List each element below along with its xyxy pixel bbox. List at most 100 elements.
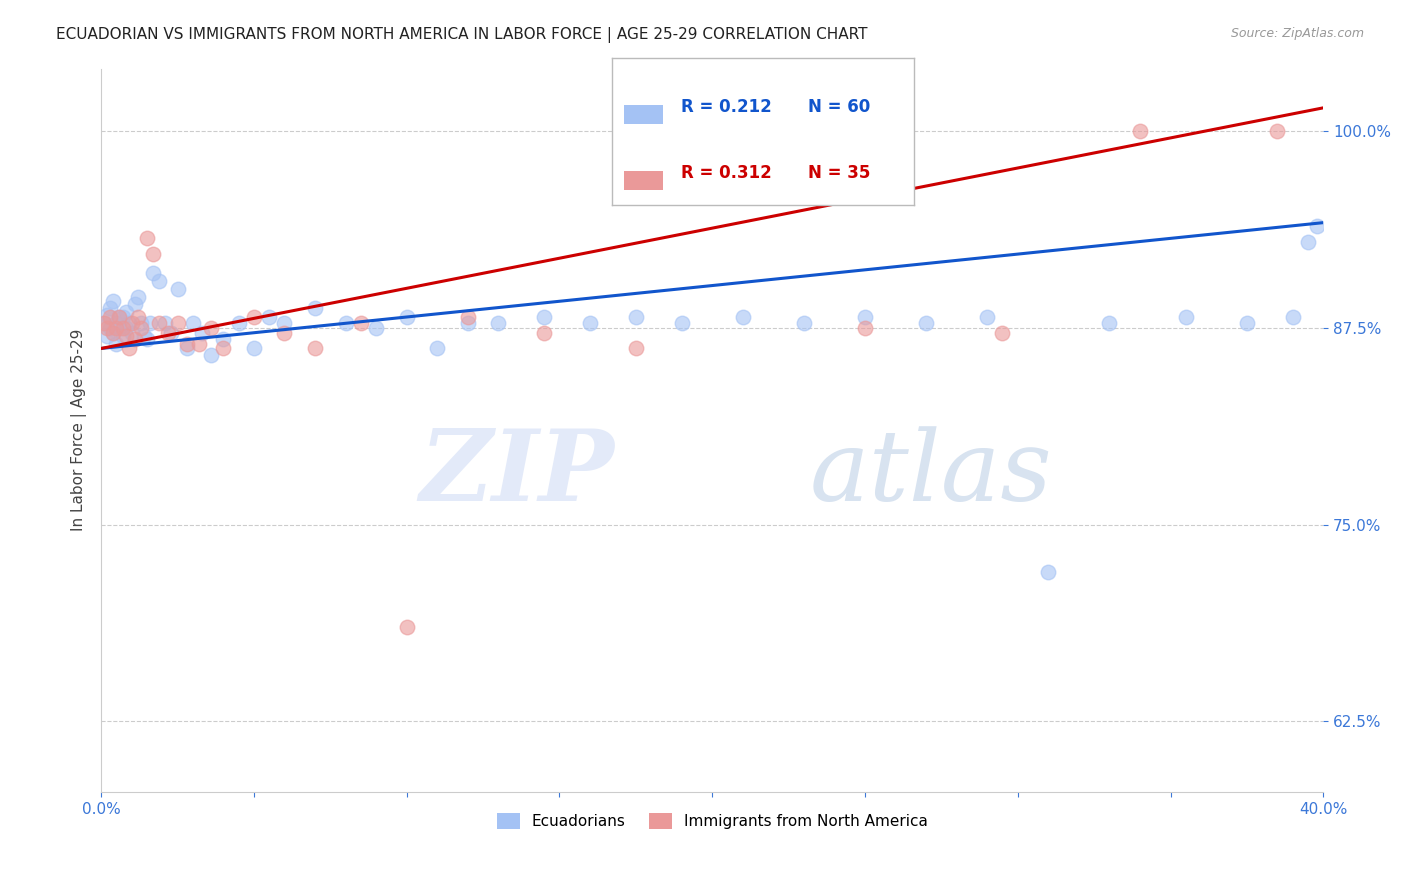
- Point: [166, 282, 188, 296]
- Point: [395, 620, 418, 634]
- Point: [124, 332, 146, 346]
- Point: [853, 321, 876, 335]
- Point: [98, 310, 121, 324]
- Point: [486, 316, 509, 330]
- Text: ECUADORIAN VS IMMIGRANTS FROM NORTH AMERICA IN LABOR FORCE | AGE 25-29 CORRELATI: ECUADORIAN VS IMMIGRANTS FROM NORTH AMER…: [56, 27, 868, 43]
- Point: [200, 321, 222, 335]
- Point: [155, 316, 177, 330]
- Point: [93, 316, 115, 330]
- Point: [129, 316, 152, 330]
- Point: [533, 310, 555, 324]
- Point: [114, 329, 136, 343]
- Point: [624, 310, 647, 324]
- Point: [121, 326, 143, 340]
- Text: Source: ZipAtlas.com: Source: ZipAtlas.com: [1230, 27, 1364, 40]
- Legend: Ecuadorians, Immigrants from North America: Ecuadorians, Immigrants from North Ameri…: [491, 806, 934, 835]
- Point: [176, 336, 198, 351]
- Text: atlas: atlas: [810, 426, 1053, 521]
- Point: [96, 321, 118, 335]
- Point: [624, 342, 647, 356]
- Point: [1267, 124, 1289, 138]
- Point: [915, 316, 938, 330]
- Point: [96, 329, 118, 343]
- Point: [1038, 565, 1060, 579]
- Text: R = 0.212: R = 0.212: [681, 97, 772, 116]
- Point: [157, 326, 180, 340]
- Text: N = 60: N = 60: [808, 97, 870, 116]
- Point: [93, 316, 115, 330]
- Point: [1306, 219, 1329, 233]
- Point: [103, 294, 125, 309]
- Point: [105, 336, 128, 351]
- Point: [108, 310, 131, 324]
- Point: [1296, 235, 1319, 249]
- Point: [304, 301, 326, 315]
- Point: [457, 310, 479, 324]
- Point: [304, 342, 326, 356]
- Point: [257, 310, 280, 324]
- Point: [1174, 310, 1197, 324]
- Point: [139, 316, 162, 330]
- Point: [127, 310, 149, 324]
- Point: [98, 321, 121, 335]
- Point: [273, 326, 295, 340]
- Point: [105, 316, 128, 330]
- Point: [127, 289, 149, 303]
- Point: [103, 326, 125, 340]
- Point: [96, 309, 118, 323]
- Point: [108, 310, 131, 324]
- Point: [976, 310, 998, 324]
- Point: [533, 326, 555, 340]
- Point: [243, 342, 266, 356]
- Point: [853, 310, 876, 324]
- Point: [426, 342, 449, 356]
- Point: [117, 342, 139, 356]
- Point: [124, 297, 146, 311]
- Point: [228, 316, 250, 330]
- Point: [105, 321, 128, 335]
- Point: [114, 305, 136, 319]
- Point: [366, 321, 388, 335]
- Point: [731, 310, 754, 324]
- Point: [132, 329, 155, 343]
- Text: ZIP: ZIP: [419, 425, 614, 522]
- Point: [731, 797, 754, 812]
- Point: [142, 266, 165, 280]
- Point: [117, 316, 139, 330]
- Y-axis label: In Labor Force | Age 25-29: In Labor Force | Age 25-29: [72, 329, 87, 532]
- Point: [111, 321, 134, 335]
- Point: [273, 316, 295, 330]
- Point: [176, 342, 198, 356]
- Point: [243, 310, 266, 324]
- Point: [1129, 124, 1152, 138]
- Point: [111, 310, 134, 324]
- FancyBboxPatch shape: [624, 105, 664, 124]
- Point: [991, 326, 1014, 340]
- Point: [1098, 316, 1121, 330]
- Point: [136, 332, 159, 346]
- Point: [103, 326, 125, 340]
- Point: [350, 316, 373, 330]
- Point: [1236, 316, 1258, 330]
- Point: [98, 301, 121, 315]
- Point: [160, 326, 183, 340]
- Point: [212, 342, 235, 356]
- Point: [395, 310, 418, 324]
- Point: [200, 348, 222, 362]
- Point: [129, 321, 152, 335]
- Point: [111, 329, 134, 343]
- Point: [579, 316, 602, 330]
- Point: [1281, 310, 1303, 324]
- Point: [187, 336, 209, 351]
- Point: [148, 274, 170, 288]
- Point: [671, 316, 693, 330]
- Point: [166, 316, 188, 330]
- FancyBboxPatch shape: [624, 171, 664, 191]
- Point: [191, 326, 214, 340]
- Point: [335, 316, 357, 330]
- Point: [793, 316, 815, 330]
- Point: [457, 316, 479, 330]
- Point: [114, 321, 136, 335]
- Point: [142, 247, 165, 261]
- Point: [212, 332, 235, 346]
